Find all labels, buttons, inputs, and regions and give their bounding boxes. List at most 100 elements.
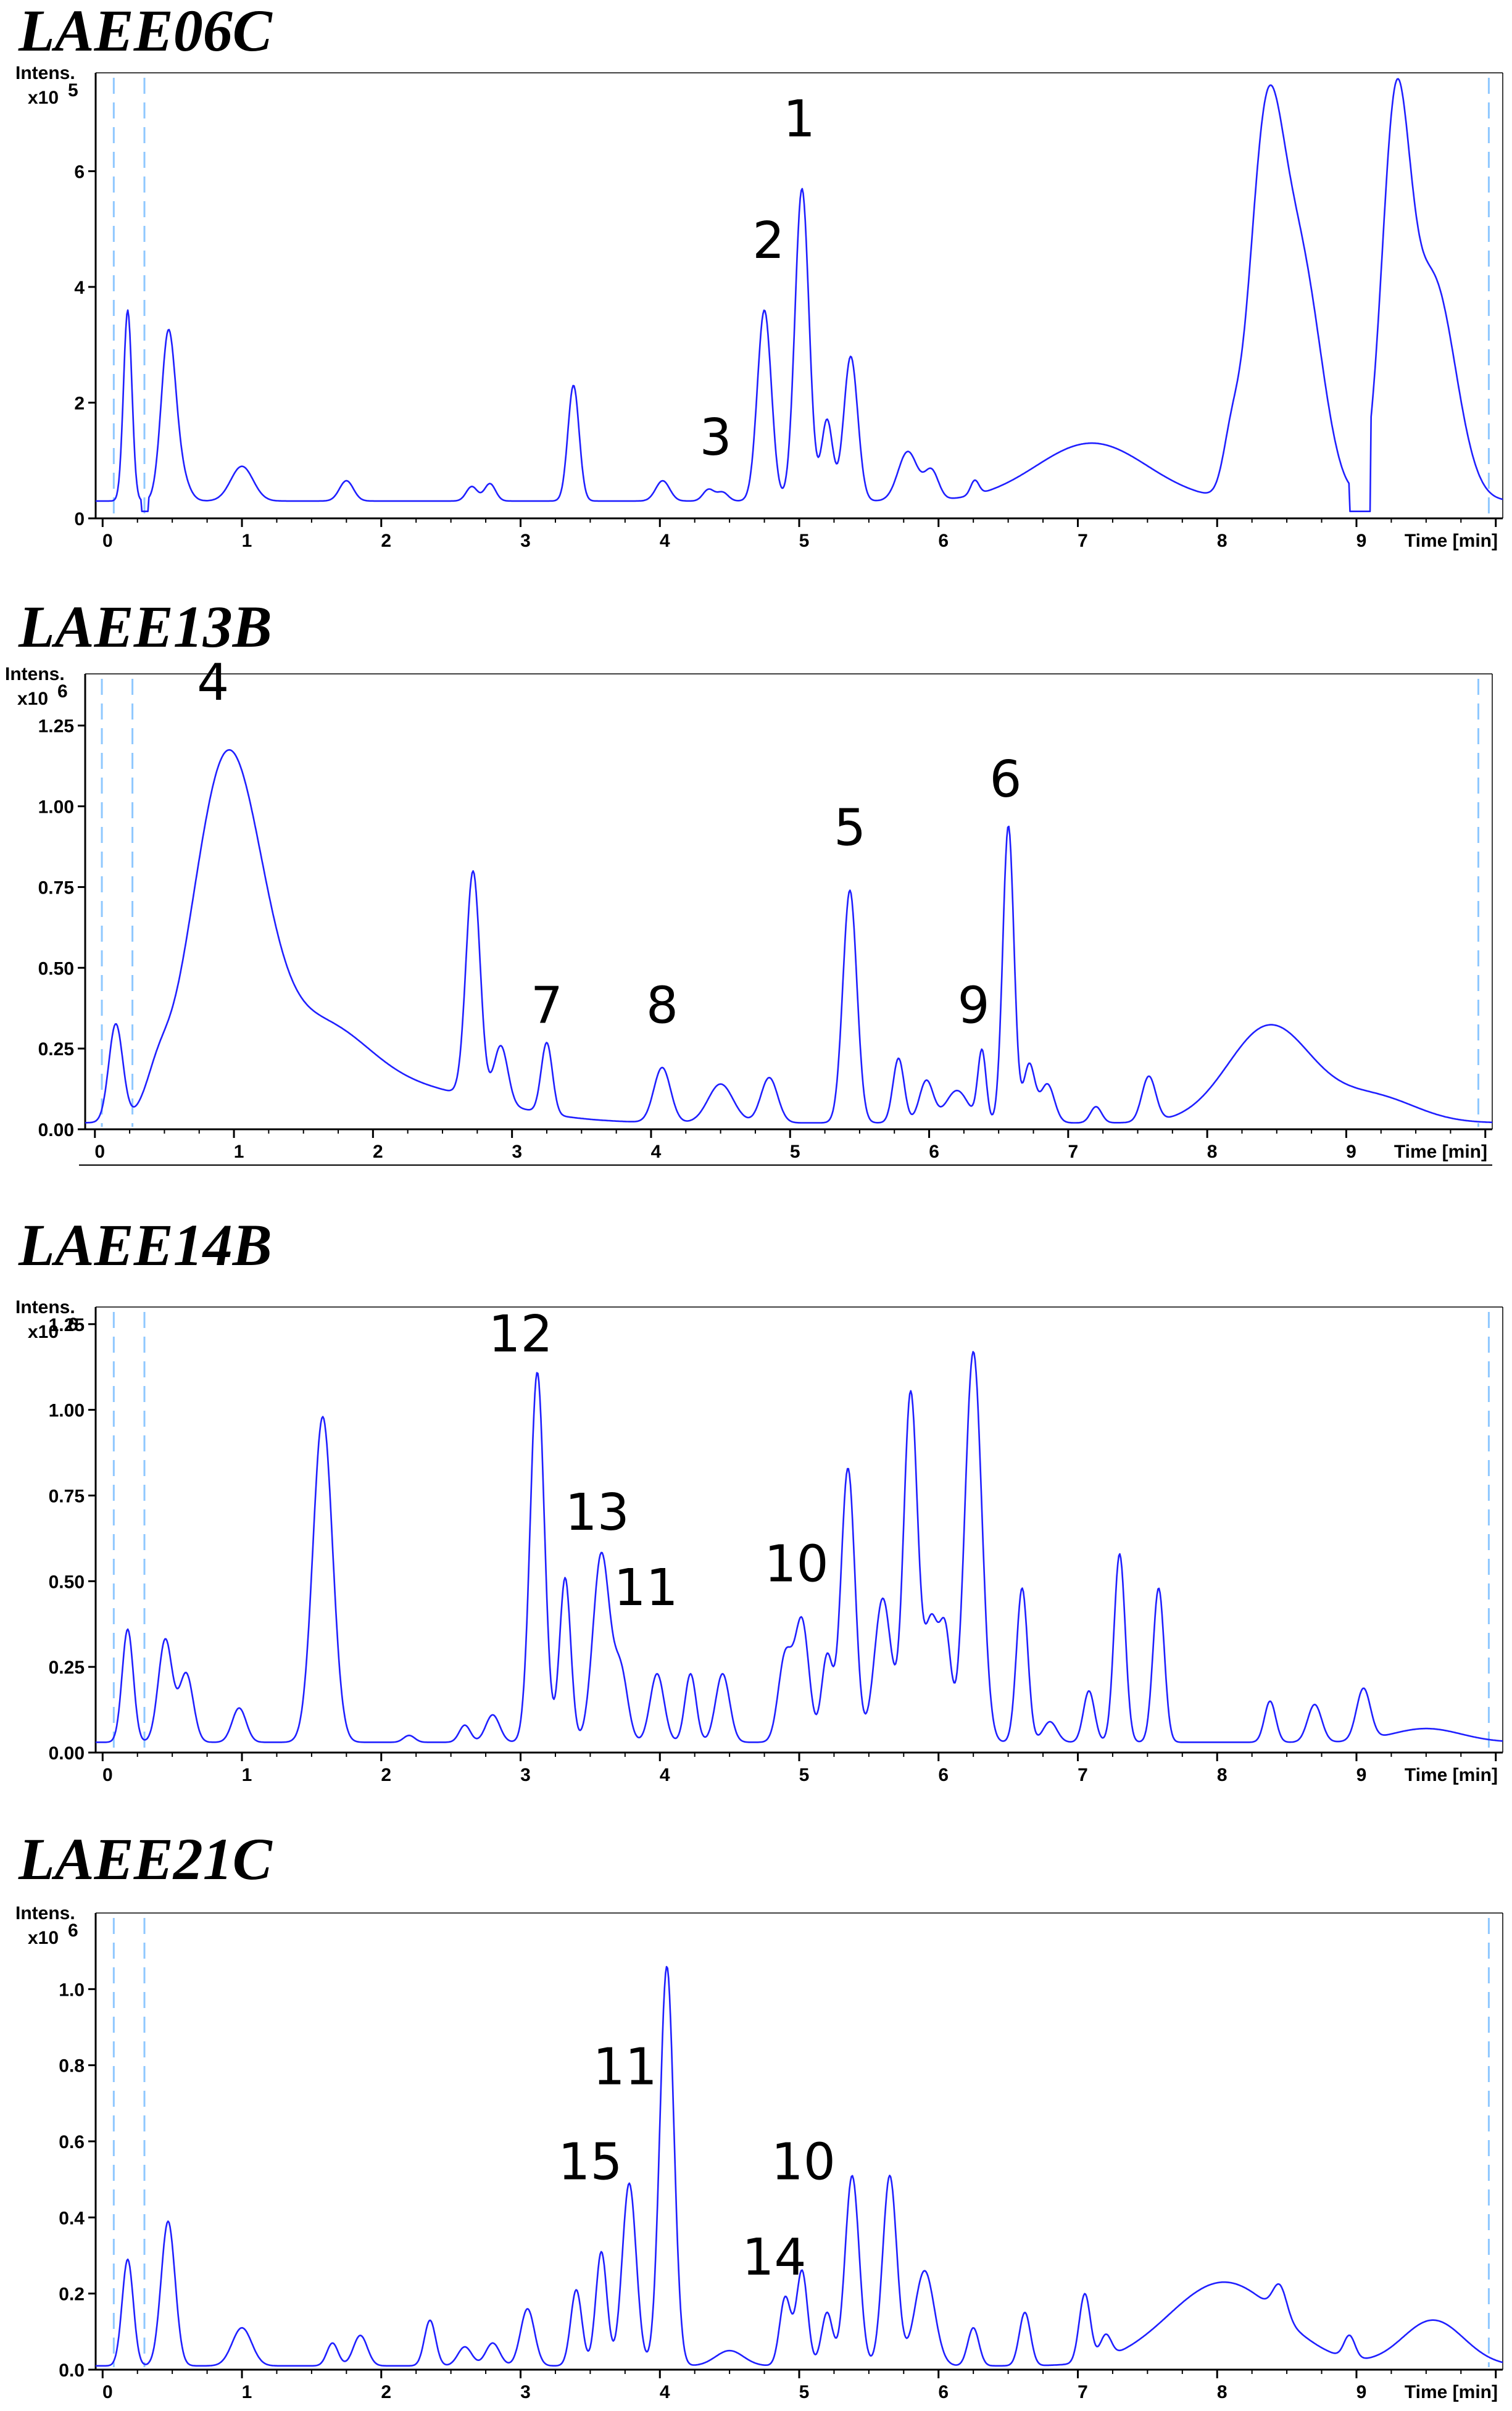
- chromatogram-trace: [85, 749, 1493, 1124]
- x-axis-label: Time [min]: [1405, 2382, 1498, 2402]
- peak-label: 1: [783, 90, 815, 149]
- y-tick-label: 1.00: [49, 1401, 85, 1421]
- panel-laee14b: LAEE14B Intens. x10 6 0.00 0.25 0.50 0.75 1.00 1.…: [15, 1212, 1503, 1785]
- y-axis-label: Intens.: [15, 1903, 75, 1923]
- x-tick-label: 4: [651, 1142, 662, 1162]
- peak-label: 8: [646, 976, 678, 1035]
- x-tick-label: 4: [660, 1765, 670, 1785]
- peak-label: 10: [771, 2133, 836, 2192]
- x-tick-label: 8: [1217, 531, 1227, 551]
- x-tick-label: 3: [520, 531, 531, 551]
- x-tick-label: 3: [512, 1142, 522, 1162]
- x-tick-label: 7: [1078, 2382, 1088, 2402]
- x-tick-label: 3: [520, 1765, 531, 1785]
- y-tick-label: 0.0: [59, 2360, 85, 2381]
- y-axis-label: Intens.: [15, 63, 75, 83]
- y-axis-exponent: 6: [68, 1314, 78, 1335]
- y-tick-label: 0.25: [49, 1658, 85, 1678]
- panel-title: LAEE13B: [18, 594, 272, 660]
- y-tick-label: 1.00: [38, 797, 74, 818]
- y-tick-label: 0.50: [49, 1572, 85, 1592]
- x-tick-label: 4: [660, 531, 670, 551]
- x-tick-label: 2: [381, 1765, 391, 1785]
- y-tick-label: 0.00: [49, 1743, 85, 1764]
- y-axis-exponent: 5: [68, 80, 78, 101]
- x-axis-label: Time [min]: [1405, 531, 1498, 551]
- peak-label: 3: [699, 409, 731, 467]
- y-tick-label: 0.25: [38, 1039, 74, 1060]
- x-tick-label: 3: [520, 2382, 531, 2402]
- x-tick-label: 6: [938, 1765, 949, 1785]
- peak-label: 2: [752, 212, 784, 270]
- y-tick-label: 1.25: [49, 1315, 85, 1335]
- peak-label: 15: [558, 2133, 622, 2192]
- y-tick-label: 0: [74, 509, 85, 529]
- y-tick-label: 1.25: [38, 716, 74, 737]
- peak-label: 14: [742, 2228, 806, 2287]
- x-tick-label: 9: [1356, 531, 1367, 551]
- peak-label: 9: [958, 976, 990, 1035]
- x-tick-label: 5: [790, 1142, 800, 1162]
- y-tick-label: 2: [74, 393, 85, 413]
- chromatogram-trace: [96, 78, 1503, 512]
- x-tick-label: 2: [373, 1142, 383, 1162]
- peak-label: 11: [593, 2038, 657, 2097]
- x-tick-label: 2: [381, 2382, 391, 2402]
- y-axis-multiplier: x10: [28, 88, 59, 108]
- y-tick-label: 0.75: [38, 878, 74, 898]
- y-axis-multiplier: x10: [28, 1322, 59, 1342]
- y-axis-multiplier: x10: [17, 689, 48, 709]
- x-tick-label: 6: [938, 531, 949, 551]
- x-tick-label: 8: [1217, 2382, 1227, 2402]
- peak-label: 11: [614, 1559, 678, 1617]
- chromatogram-trace: [96, 1965, 1503, 2367]
- peak-label: 10: [764, 1535, 828, 1593]
- x-tick-label: 0: [102, 531, 113, 551]
- y-tick-label: 0.2: [59, 2284, 85, 2305]
- y-axis-exponent: 6: [68, 1920, 78, 1941]
- peak-label: 4: [197, 654, 229, 712]
- x-tick-label: 4: [660, 2382, 670, 2402]
- peak-label: 7: [531, 976, 563, 1035]
- x-tick-label: 5: [799, 531, 810, 551]
- x-tick-label: 1: [242, 1765, 252, 1785]
- peak-label: 13: [565, 1484, 629, 1542]
- x-tick-label: 0: [102, 1765, 113, 1785]
- panel-title: LAEE14B: [18, 1212, 272, 1278]
- x-tick-label: 0: [94, 1142, 105, 1162]
- y-axis-multiplier: x10: [28, 1928, 59, 1948]
- x-tick-label: 0: [102, 2382, 113, 2402]
- x-tick-label: 7: [1078, 1765, 1088, 1785]
- x-axis-label: Time [min]: [1405, 1765, 1498, 1785]
- y-tick-label: 0.6: [59, 2132, 85, 2152]
- panel-title: LAEE06C: [18, 0, 273, 64]
- x-tick-label: 6: [938, 2382, 949, 2402]
- panel-laee13b: LAEE13B Intens. x10 6 0.00 0.25 0.50 0.75 1.00 1.…: [5, 594, 1493, 1162]
- peak-label: 5: [834, 799, 866, 857]
- x-tick-label: 9: [1356, 1765, 1367, 1785]
- y-tick-label: 6: [74, 162, 85, 182]
- peak-label: 12: [488, 1305, 552, 1364]
- y-tick-label: 0.8: [59, 2056, 85, 2077]
- y-tick-label: 1.0: [59, 1980, 85, 2000]
- peak-label: 6: [989, 750, 1021, 809]
- y-axis-label: Intens.: [5, 664, 65, 684]
- y-tick-label: 0.4: [59, 2208, 85, 2228]
- x-tick-label: 1: [234, 1142, 244, 1162]
- x-tick-label: 9: [1356, 2382, 1367, 2402]
- y-tick-label: 0.50: [38, 958, 74, 979]
- chromatogram-trace: [96, 1351, 1503, 1743]
- x-tick-label: 7: [1078, 531, 1088, 551]
- x-tick-label: 9: [1346, 1142, 1356, 1162]
- x-tick-label: 5: [799, 1765, 810, 1785]
- x-tick-label: 5: [799, 2382, 810, 2402]
- x-tick-label: 6: [929, 1142, 939, 1162]
- y-axis-label: Intens.: [15, 1297, 75, 1318]
- y-tick-label: 0.75: [49, 1486, 85, 1506]
- x-tick-label: 1: [242, 531, 252, 551]
- x-tick-label: 2: [381, 531, 391, 551]
- panel-laee21c: LAEE21C Intens. x10 6 0.0 0.2 0.4 0.6 0.8 1.0 0 1 2 3…: [15, 1826, 1503, 2402]
- y-tick-label: 4: [74, 278, 85, 298]
